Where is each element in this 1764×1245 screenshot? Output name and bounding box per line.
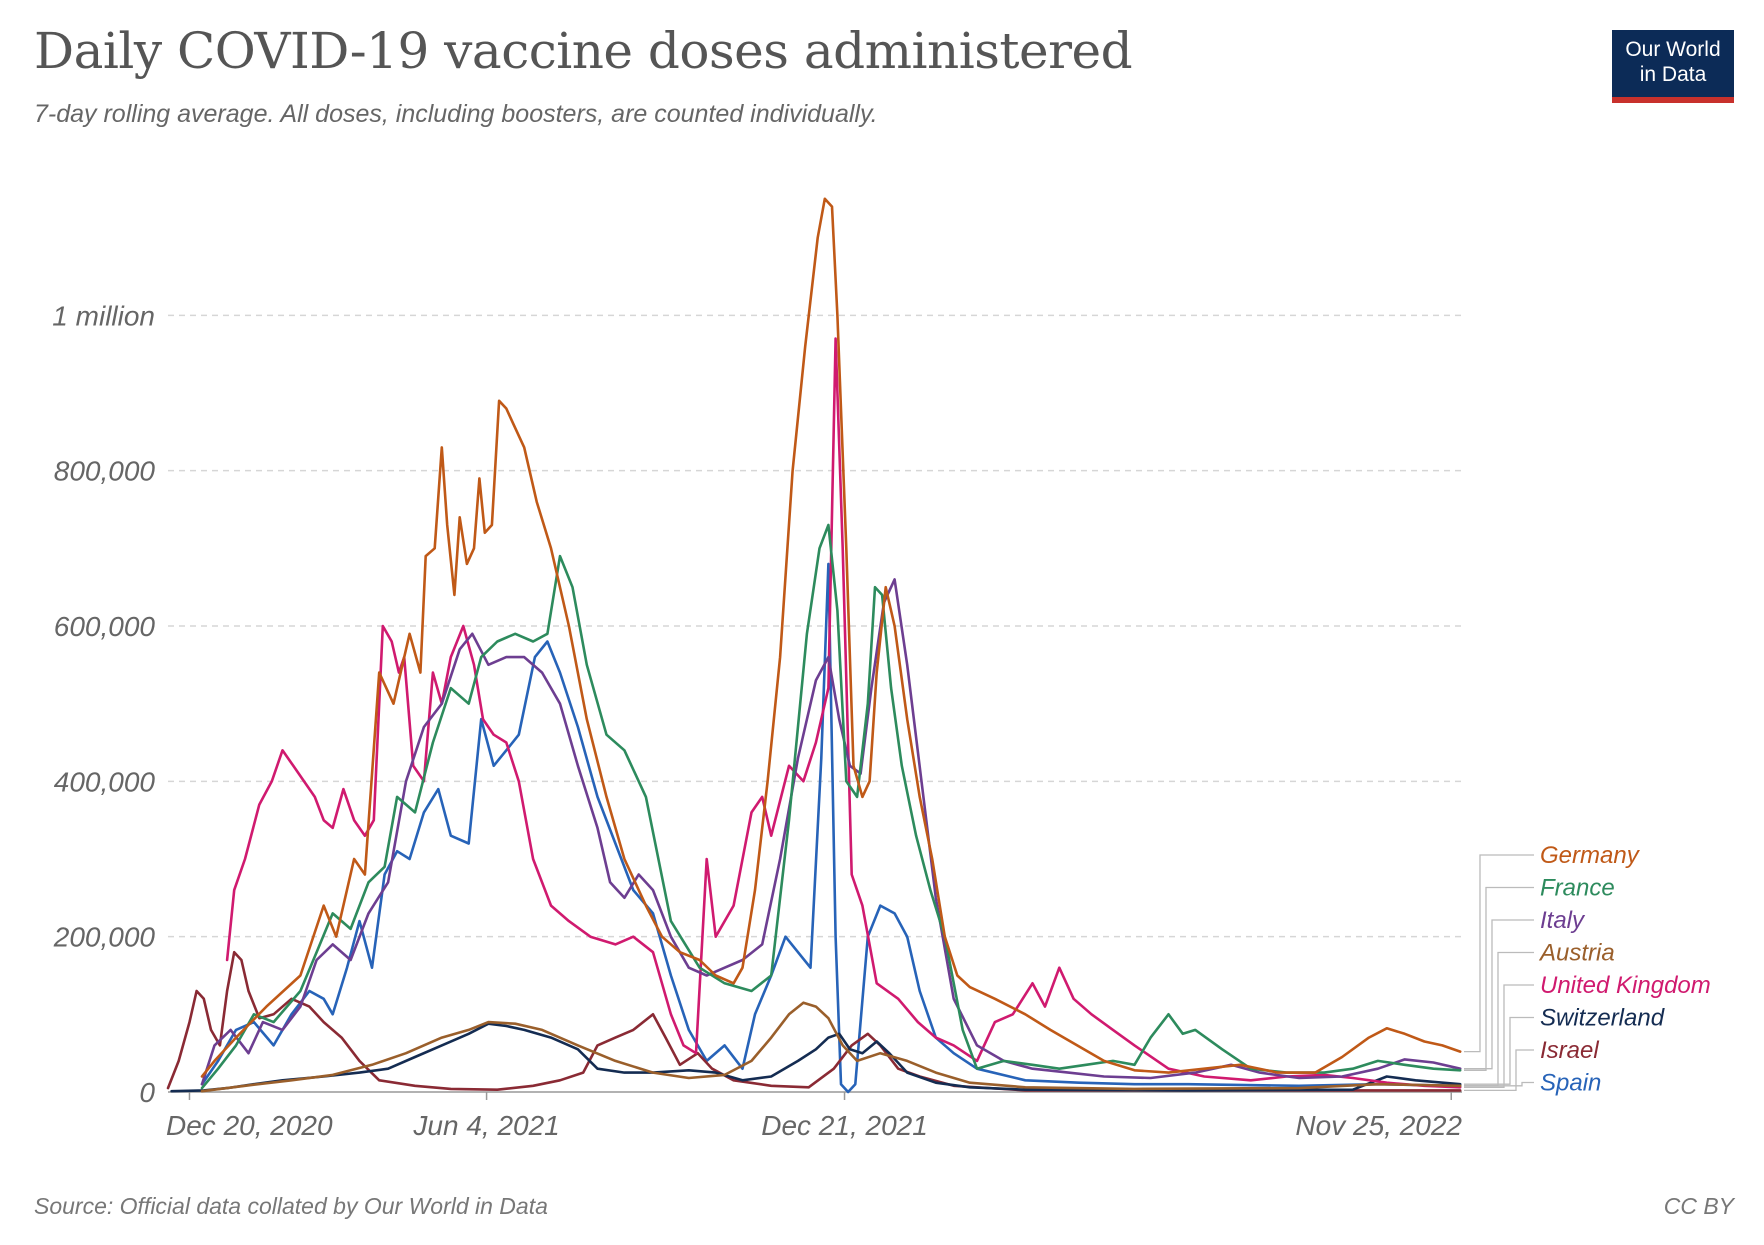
y-tick-label: 600,000: [54, 611, 156, 642]
series-line-israel: [166, 950, 1462, 1092]
x-tick-label: Dec 21, 2021: [761, 1110, 928, 1141]
x-tick-label: Jun 4, 2021: [412, 1110, 559, 1141]
legend-label-austria: Austria: [1538, 940, 1615, 967]
legend-label-italy: Italy: [1540, 907, 1586, 934]
logo-line-1: Our World: [1625, 38, 1721, 61]
x-axis: Dec 20, 2020 Jun 4, 2021 Dec 21, 2021 Nov 2…: [166, 1091, 1462, 1141]
legend-connector: [1464, 951, 1534, 1087]
x-tick-label: Dec 20, 2020: [166, 1110, 333, 1141]
legend-label-switzerland: Switzerland: [1540, 1005, 1665, 1032]
source-note: Source: Official data collated by Our Wo…: [34, 1193, 548, 1219]
chart-title: Daily COVID-19 vaccine doses administere…: [34, 22, 1133, 80]
y-tick-label: 200,000: [53, 922, 156, 953]
legend-connector: [1464, 919, 1534, 1070]
gridlines: [168, 314, 1462, 938]
series-line-united-kingdom: [225, 337, 1462, 1089]
legend-connector: [1464, 886, 1534, 1071]
legend-connector: [1464, 1016, 1534, 1085]
legend: Germany France Italy Austria United Kingdom S…: [1464, 842, 1711, 1097]
legend-label-spain: Spain: [1540, 1070, 1601, 1097]
series-line-switzerland: [170, 1022, 1462, 1093]
y-axis: 0 200,000 400,000 600,000 800,000 1 million: [52, 300, 155, 1108]
logo-line-2: in Data: [1639, 63, 1707, 86]
chart-subtitle: 7-day rolling average. All doses, includ…: [34, 100, 878, 128]
y-tick-label: 1 million: [52, 300, 155, 331]
legend-connector: [1464, 854, 1534, 1053]
legend-connector: [1464, 984, 1534, 1088]
legend-connector: [1464, 1049, 1534, 1092]
legend-label-israel: Israel: [1540, 1037, 1599, 1064]
legend-label-united-kingdom: United Kingdom: [1540, 972, 1711, 999]
license-link[interactable]: CC BY: [1663, 1193, 1734, 1219]
x-tick-label: Nov 25, 2022: [1295, 1110, 1462, 1141]
y-tick-label: 0: [139, 1077, 155, 1108]
legend-label-france: France: [1540, 875, 1615, 902]
owid-logo[interactable]: Our World in Data: [1612, 30, 1734, 103]
y-tick-label: 400,000: [54, 766, 156, 797]
legend-label-germany: Germany: [1540, 842, 1641, 869]
series-line-italy: [200, 578, 1462, 1086]
y-tick-label: 800,000: [54, 456, 156, 487]
series-lines: [166, 197, 1462, 1094]
series-line-france: [200, 523, 1462, 1090]
series-line-germany: [200, 197, 1462, 1078]
series-line-austria: [200, 1001, 1462, 1093]
legend-connector: [1464, 1081, 1534, 1087]
